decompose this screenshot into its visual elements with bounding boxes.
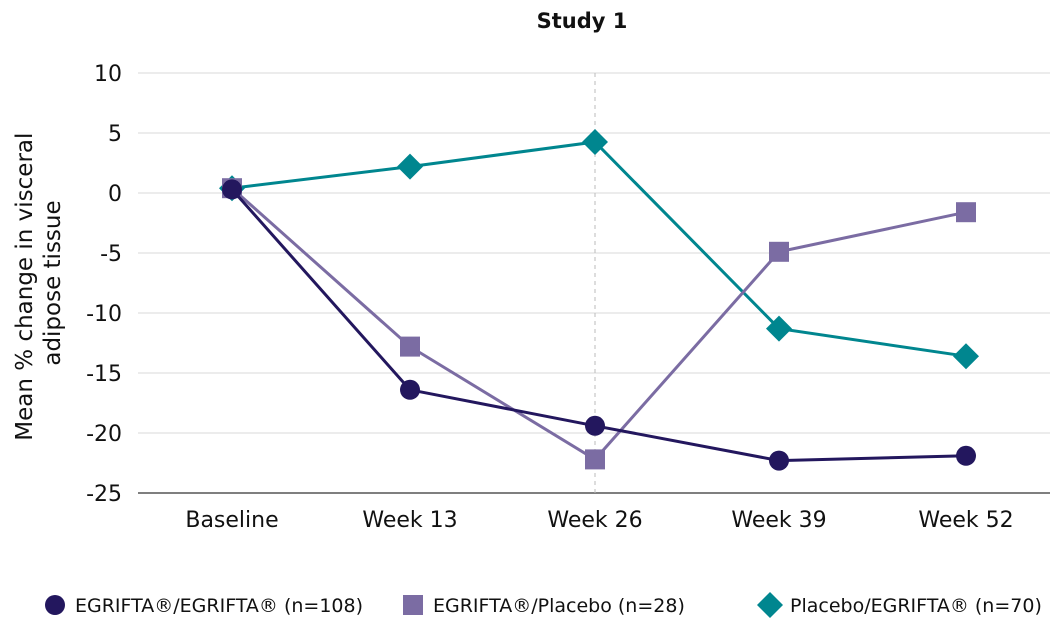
data-point — [400, 336, 420, 357]
y-tick-label: 10 — [94, 62, 122, 87]
series-diamond — [219, 129, 979, 370]
series-line — [231, 140, 967, 358]
data-point — [400, 379, 420, 400]
x-tick-label: Week 13 — [362, 508, 457, 533]
data-point — [222, 179, 242, 200]
data-point — [585, 449, 605, 470]
legend-label: Placebo/EGRIFTA® (n=70) — [790, 595, 1042, 617]
y-axis-label-line-1: Mean % change in visceral — [12, 133, 38, 441]
legend-label: EGRIFTA®/Placebo (n=28) — [433, 595, 685, 617]
x-tick-label: Week 26 — [547, 508, 642, 533]
data-point — [953, 343, 979, 370]
legend-marker — [403, 595, 423, 615]
legend-item: Placebo/EGRIFTA® (n=70) — [757, 592, 1042, 618]
series-square — [222, 178, 976, 470]
data-point — [397, 153, 423, 180]
legend-item: EGRIFTA®/EGRIFTA® (n=108) — [45, 595, 363, 617]
chart-title: Study 1 — [537, 9, 628, 33]
data-point — [769, 241, 789, 262]
y-tick-label: -15 — [86, 362, 122, 387]
y-tick-label: -25 — [86, 482, 122, 507]
legend-item: EGRIFTA®/Placebo (n=28) — [403, 595, 685, 617]
y-tick-label: 0 — [108, 182, 122, 207]
data-point — [956, 202, 976, 223]
y-tick-label: -20 — [86, 422, 122, 447]
y-tick-label: 5 — [108, 122, 122, 147]
legend-marker — [45, 595, 65, 615]
y-axis-label: Mean % change in visceral adipose tissue — [12, 125, 66, 440]
legend-label: EGRIFTA®/EGRIFTA® (n=108) — [75, 595, 363, 617]
x-tick-label: Week 52 — [918, 508, 1013, 533]
y-tick-label: -5 — [100, 242, 122, 267]
y-tick-label: -10 — [86, 302, 122, 327]
data-point — [769, 450, 789, 471]
y-axis-label-line-2: adipose tissue — [40, 200, 66, 365]
x-tick-label: Week 39 — [731, 508, 826, 533]
data-point — [585, 415, 605, 436]
data-point — [582, 129, 608, 155]
x-tick-label: Baseline — [185, 508, 278, 533]
series-circle — [222, 179, 976, 471]
data-point — [956, 445, 976, 466]
data-point — [766, 315, 792, 342]
legend-marker — [757, 592, 783, 618]
